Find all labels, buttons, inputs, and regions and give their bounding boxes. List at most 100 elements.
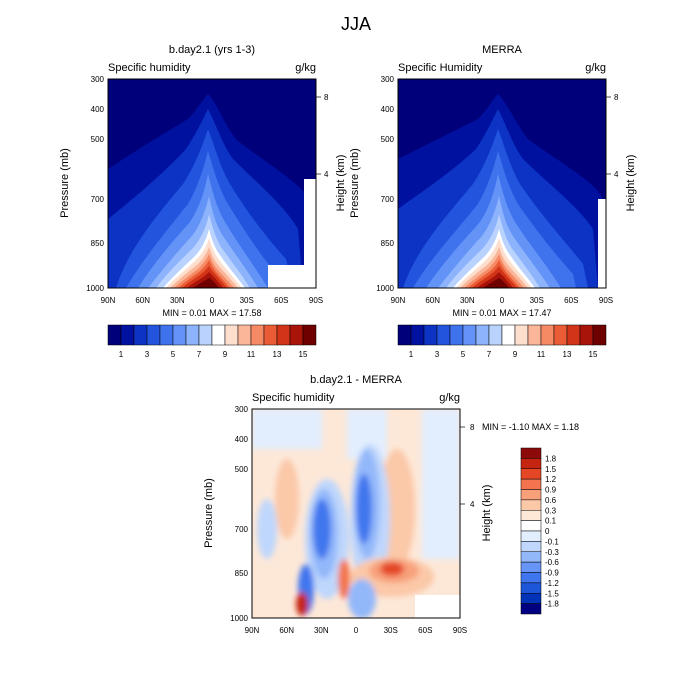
colorbar-tick-label: -1.2	[545, 579, 559, 588]
colorbar-swatch	[224, 324, 239, 346]
colorbar-tick-label: 1.5	[545, 465, 557, 474]
colorbar-swatch	[520, 447, 542, 459]
plot-frame	[251, 408, 461, 619]
panel-title: MERRA	[482, 44, 522, 56]
y-axis-label: Pressure (mb)	[59, 148, 71, 218]
field-label: Specific humidity	[108, 62, 191, 74]
y-tick-label: 1000	[230, 614, 248, 623]
missing-data-mask	[304, 179, 316, 288]
y-tick-label: 400	[91, 105, 105, 114]
contour-level	[348, 579, 376, 618]
colorbar-swatch	[527, 324, 542, 346]
x-axis: 90N 60N 30N 0 30S 60S 90S	[391, 296, 613, 305]
contour-level	[252, 409, 322, 449]
colorbar-tick-label: 0.3	[545, 506, 557, 515]
y-tick-label: 500	[235, 465, 249, 474]
contour-level	[313, 499, 331, 559]
colorbar-tick-label: 3	[435, 350, 440, 359]
colorbar: 1 3 5 7 9 11 13 15	[107, 324, 317, 359]
colorbar-swatch	[488, 324, 503, 346]
colorbar-tick-label: 0.1	[545, 517, 557, 526]
colorbar-swatch	[172, 324, 187, 346]
colorbar-swatch	[520, 530, 542, 542]
contour-level	[275, 459, 299, 539]
colorbar-tick-label: 0.9	[545, 486, 557, 495]
figure-title: JJA	[341, 14, 371, 34]
y-tick-label: 850	[235, 569, 249, 578]
colorbar-swatch	[211, 324, 226, 346]
colorbar-swatch	[410, 324, 425, 346]
units-label: g/kg	[439, 392, 460, 404]
units-label: g/kg	[585, 62, 606, 74]
y-tick-label: 1000	[86, 284, 104, 293]
colorbar-swatch	[566, 324, 581, 346]
x-tick-label: 90N	[101, 296, 116, 305]
colorbar-tick-label: 13	[563, 350, 572, 359]
y-tick-label: 300	[91, 75, 105, 84]
colorbar-tick-label: 15	[299, 350, 308, 359]
colorbar-tick-label: -1.5	[545, 589, 559, 598]
colorbar-tick-label: 7	[197, 350, 202, 359]
min-max-label: MIN = -1.10 MAX = 1.18	[482, 422, 579, 432]
y-axis-right: 8 4	[316, 93, 329, 179]
panel-model: b.day2.1 (yrs 1-3) Specific humidity g/k…	[59, 44, 347, 359]
x-tick-label: 30S	[384, 626, 398, 635]
y-axis-right-label: Height (km)	[335, 155, 347, 212]
contour-level	[193, 278, 219, 288]
plot-frame	[397, 78, 607, 289]
colorbar-swatch	[514, 324, 529, 346]
contour-level	[257, 499, 277, 559]
y-axis-label: Pressure (mb)	[349, 148, 361, 218]
plot-frame	[107, 78, 317, 289]
plot-area	[108, 79, 316, 288]
colorbar-swatch	[198, 324, 213, 346]
contour-level	[380, 562, 404, 576]
colorbar-swatch	[592, 324, 607, 346]
colorbar-swatch	[423, 324, 438, 346]
y-axis-right-label: Height (km)	[625, 155, 637, 212]
colorbar-swatch	[501, 324, 516, 346]
contour-level	[422, 409, 460, 559]
panel-difference: b.day2.1 - MERRA Specific humidity g/kg	[203, 374, 579, 635]
y-tick-label: 1000	[376, 284, 394, 293]
colorbar-swatch	[520, 551, 542, 563]
field-label: Specific Humidity	[398, 62, 483, 74]
colorbar-swatch	[185, 324, 200, 346]
height-tick-label: 4	[470, 500, 475, 509]
panel-title: b.day2.1 - MERRA	[310, 374, 402, 386]
x-tick-label: 90N	[391, 296, 406, 305]
x-tick-label: 0	[354, 626, 359, 635]
colorbar-swatch	[520, 593, 542, 604]
colorbar-swatch	[540, 324, 555, 346]
colorbar-swatch	[302, 324, 317, 346]
plot-area	[398, 79, 606, 288]
colorbar-swatch	[520, 458, 542, 469]
colorbar: 1 3 5 7 9 11 13 15	[397, 324, 607, 359]
colorbar-swatch	[107, 324, 122, 346]
y-tick-label: 700	[235, 525, 249, 534]
colorbar-swatch	[237, 324, 252, 346]
height-tick-label: 8	[470, 423, 475, 432]
colorbar-swatch	[520, 572, 542, 584]
y-tick-label: 700	[381, 195, 395, 204]
colorbar-tick-label: 9	[513, 350, 518, 359]
y-tick-label: 850	[91, 239, 105, 248]
y-tick-label: 500	[91, 135, 105, 144]
colorbar-swatch	[553, 324, 568, 346]
x-tick-label: 90S	[453, 626, 467, 635]
colorbar-swatch	[520, 561, 542, 573]
colorbar-swatch	[263, 324, 278, 346]
x-tick-label: 60S	[418, 626, 432, 635]
colorbar-tick-label: -0.1	[545, 537, 559, 546]
x-tick-label: 60S	[564, 296, 578, 305]
contour-level	[483, 278, 509, 288]
y-tick-label: 400	[235, 435, 249, 444]
y-axis-right: 8 4	[606, 93, 619, 179]
y-tick-label: 500	[381, 135, 395, 144]
colorbar: 1.81.51.20.90.60.30.10-0.1-0.3-0.6-0.9-1…	[520, 447, 559, 615]
colorbar-tick-label: -0.3	[545, 548, 559, 557]
x-tick-label: 30N	[170, 296, 185, 305]
x-tick-label: 90N	[245, 626, 260, 635]
x-tick-label: 90S	[309, 296, 323, 305]
